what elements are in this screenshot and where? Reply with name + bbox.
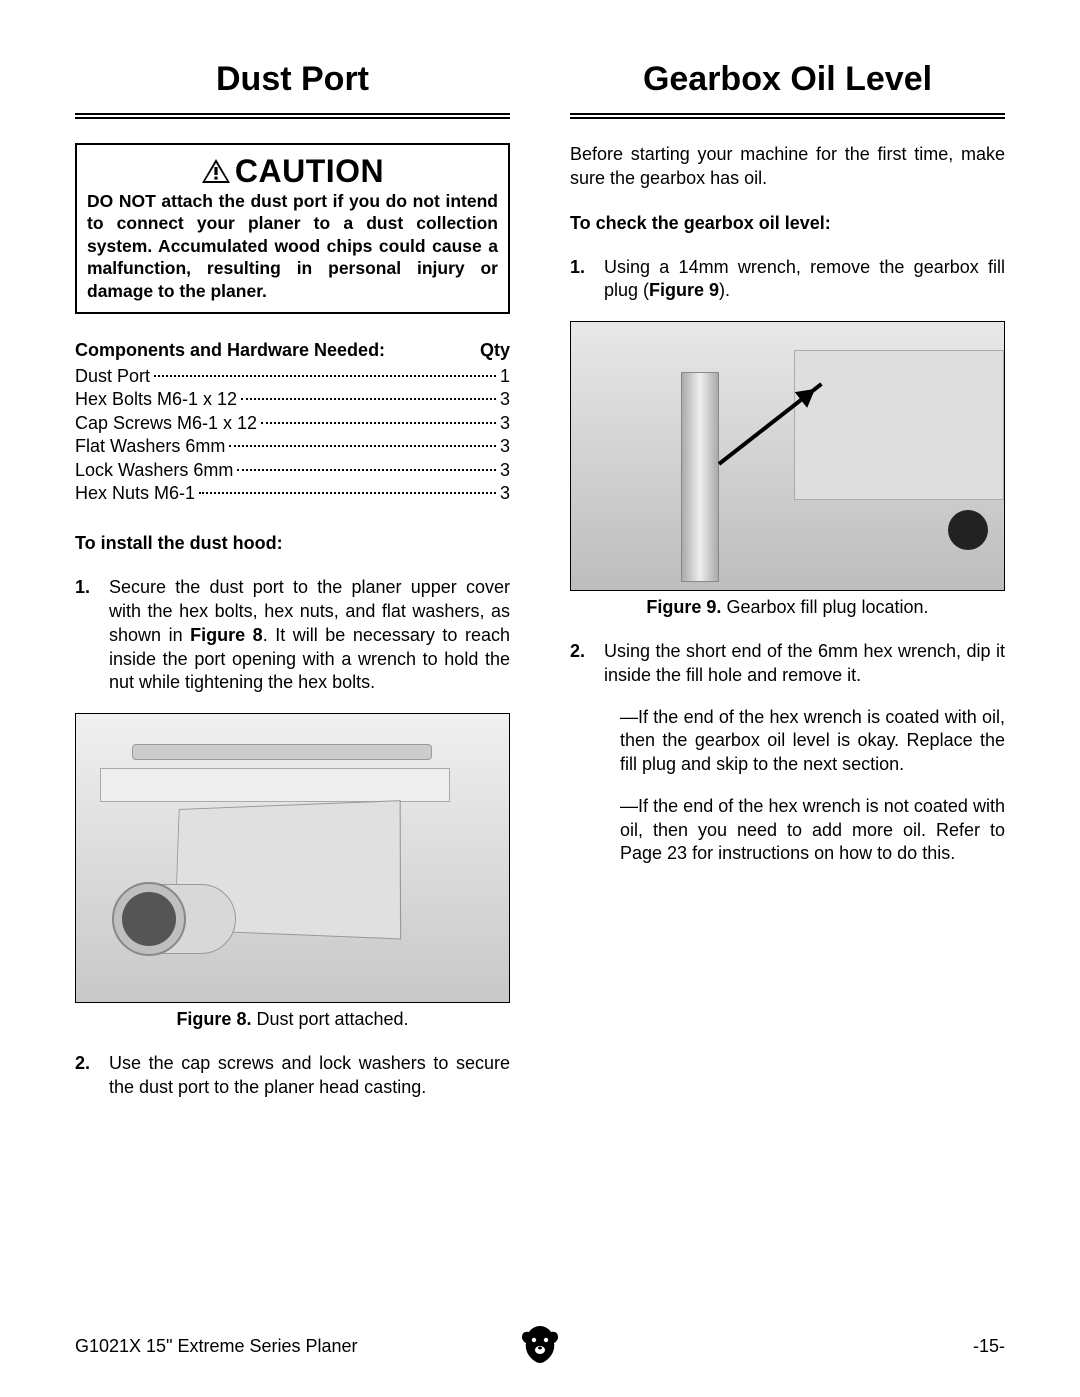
list-item: Flat Washers 6mm3: [75, 435, 510, 458]
list-item: Lock Washers 6mm3: [75, 459, 510, 482]
divider-rule: [75, 113, 510, 119]
step-2-right: 2. Using the short end of the 6mm hex wr…: [570, 640, 1005, 688]
sub-bullet-1: —If the end of the hex wrench is coated …: [620, 706, 1005, 777]
section-title-dust-port: Dust Port: [75, 60, 510, 99]
caution-box: CAUTION DO NOT attach the dust port if y…: [75, 143, 510, 314]
check-heading: To check the gearbox oil level:: [570, 213, 1005, 234]
components-header: Components and Hardware Needed: Qty: [75, 340, 510, 361]
figure-9-caption: Figure 9. Gearbox fill plug location.: [570, 597, 1005, 618]
divider-rule: [570, 113, 1005, 119]
step-text: Using the short end of the 6mm hex wrenc…: [604, 640, 1005, 688]
components-list: Dust Port1 Hex Bolts M6-1 x 123 Cap Scre…: [75, 365, 510, 505]
list-item: Hex Bolts M6-1 x 123: [75, 388, 510, 411]
list-item: Hex Nuts M6-13: [75, 482, 510, 505]
page-footer: G1021X 15" Extreme Series Planer -15-: [75, 1336, 1005, 1357]
bullet-text: —If the end of the hex wrench is not coa…: [620, 795, 1005, 866]
sub-bullet-2: —If the end of the hex wrench is not coa…: [620, 795, 1005, 866]
footer-model: G1021X 15" Extreme Series Planer: [75, 1336, 358, 1357]
step-number: 1.: [570, 256, 604, 304]
caution-body: DO NOT attach the dust port if you do no…: [87, 190, 498, 302]
warning-icon: [201, 158, 231, 184]
bear-logo-icon: [517, 1322, 563, 1371]
step-number: 1.: [75, 576, 109, 695]
components-header-label: Components and Hardware Needed:: [75, 340, 385, 361]
bullet-text: —If the end of the hex wrench is coated …: [620, 706, 1005, 777]
step-text: Using a 14mm wrench, remove the gearbox …: [604, 256, 1005, 304]
caution-label: CAUTION: [235, 153, 384, 189]
step-2-left: 2. Use the cap screws and lock washers t…: [75, 1052, 510, 1100]
caution-heading: CAUTION: [87, 153, 498, 190]
step-number: 2.: [570, 640, 604, 688]
step-number: 2.: [75, 1052, 109, 1100]
step-1-left: 1. Secure the dust port to the planer up…: [75, 576, 510, 695]
list-item: Cap Screws M6-1 x 123: [75, 412, 510, 435]
figure-9-image: [570, 321, 1005, 591]
step-text: Secure the dust port to the planer upper…: [109, 576, 510, 695]
step-text: Use the cap screws and lock washers to s…: [109, 1052, 510, 1100]
left-column: Dust Port CAUTION DO NOT attach the dust…: [75, 60, 510, 1118]
figure-8-image: [75, 713, 510, 1003]
page-number: -15-: [973, 1336, 1005, 1357]
list-item: Dust Port1: [75, 365, 510, 388]
section-title-gearbox: Gearbox Oil Level: [570, 60, 1005, 99]
components-header-qty: Qty: [480, 340, 510, 361]
intro-text: Before starting your machine for the fir…: [570, 143, 1005, 191]
right-column: Gearbox Oil Level Before starting your m…: [570, 60, 1005, 1118]
figure-8-caption: Figure 8. Dust port attached.: [75, 1009, 510, 1030]
install-heading: To install the dust hood:: [75, 533, 510, 554]
step-1-right: 1. Using a 14mm wrench, remove the gearb…: [570, 256, 1005, 304]
